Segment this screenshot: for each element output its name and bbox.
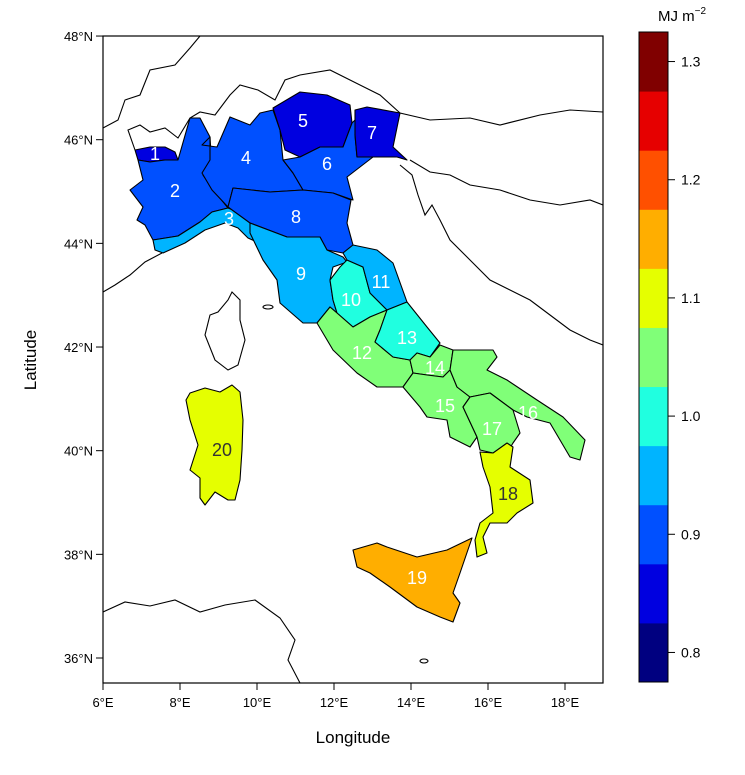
colorbar-tick-label: 1.0 [681, 408, 701, 424]
region-label: 13 [397, 328, 417, 348]
y-axis-label: Latitude [21, 330, 40, 391]
x-axis: 6°E 8°E 10°E 12°E 14°E 16°E 18°E [92, 683, 579, 710]
region-label: 11 [372, 272, 391, 292]
region-label: 10 [341, 290, 361, 310]
country-borders [103, 36, 603, 683]
x-tick-label: 14°E [397, 695, 426, 710]
region-label: 14 [425, 358, 445, 378]
region-16 [449, 349, 586, 461]
plot-frame [102, 35, 604, 684]
y-tick-label: 40°N [64, 444, 93, 459]
x-tick-label: 16°E [474, 695, 503, 710]
colorbar-bin [639, 504, 668, 565]
region-label: 8 [291, 207, 301, 227]
colorbar-unit: MJ m [658, 8, 695, 25]
balkan-border [409, 159, 603, 206]
y-tick-label: 42°N [64, 340, 93, 355]
region-label: 9 [296, 264, 306, 284]
y-tick-label: 44°N [64, 236, 93, 251]
swiss-border [103, 36, 201, 129]
regions-layer [129, 91, 586, 623]
region-label: 3 [224, 209, 234, 229]
region-label: 12 [352, 343, 372, 363]
colorbar-bin [639, 150, 668, 210]
colorbar-frame [638, 31, 669, 683]
colorbar-bin [639, 327, 668, 388]
x-tick-label: 12°E [320, 695, 349, 710]
y-tick-label: 36°N [64, 651, 93, 666]
colorbar-bin [639, 268, 668, 328]
corsica [204, 291, 246, 371]
x-tick-label: 6°E [92, 695, 113, 710]
region-label: 18 [498, 484, 518, 504]
y-axis: 36°N 38°N 40°N 42°N 44°N 46°N 48°N [64, 29, 103, 666]
region-label: 5 [298, 111, 308, 131]
region-18 [474, 442, 534, 558]
x-tick-label: 18°E [551, 695, 580, 710]
colorbar-title: MJ m−2 [658, 6, 707, 25]
region-label: 15 [435, 396, 455, 416]
colorbar-bin [639, 386, 668, 447]
region-label: 19 [407, 568, 427, 588]
region-label: 17 [482, 419, 502, 439]
region-label: 4 [241, 148, 251, 168]
tunisia-coast [103, 599, 301, 683]
y-tick-label: 38°N [64, 547, 93, 562]
adriatic-east-coast [399, 164, 603, 346]
colorbar-bin [639, 563, 668, 624]
alpine-border [127, 69, 603, 151]
colorbar-unit-exponent: −2 [695, 6, 707, 17]
colorbar: 0.8 0.9 1.0 1.1 1.2 1.3 [638, 31, 701, 683]
y-tick-label: 46°N [64, 133, 93, 148]
region-label: 1 [150, 144, 160, 164]
region-label: 16 [518, 403, 538, 423]
x-tick-label: 8°E [169, 695, 190, 710]
region-20 [185, 384, 244, 506]
colorbar-bin [639, 209, 668, 269]
x-axis-label: Longitude [316, 728, 391, 747]
y-tick-label: 48°N [64, 29, 93, 44]
colorbar-bin [639, 32, 668, 92]
colorbar-bin [639, 445, 668, 506]
colorbar-tick-label: 1.1 [681, 290, 701, 306]
region-label: 6 [322, 154, 332, 174]
elba [262, 304, 274, 310]
colorbar-bin [639, 91, 668, 151]
region-19 [352, 537, 473, 623]
region-7 [354, 106, 408, 161]
france-coast [103, 252, 163, 293]
malta [419, 658, 429, 664]
region-label: 20 [212, 440, 232, 460]
colorbar-tick-label: 0.9 [681, 526, 701, 542]
colorbar-bin [639, 622, 668, 683]
colorbar-tick-label: 0.8 [681, 644, 701, 660]
colorbar-tick-label: 1.2 [681, 172, 701, 188]
colorbar-tick-label: 1.3 [681, 54, 701, 70]
x-tick-label: 10°E [243, 695, 272, 710]
region-label: 7 [367, 123, 377, 143]
region-label: 2 [170, 181, 180, 201]
